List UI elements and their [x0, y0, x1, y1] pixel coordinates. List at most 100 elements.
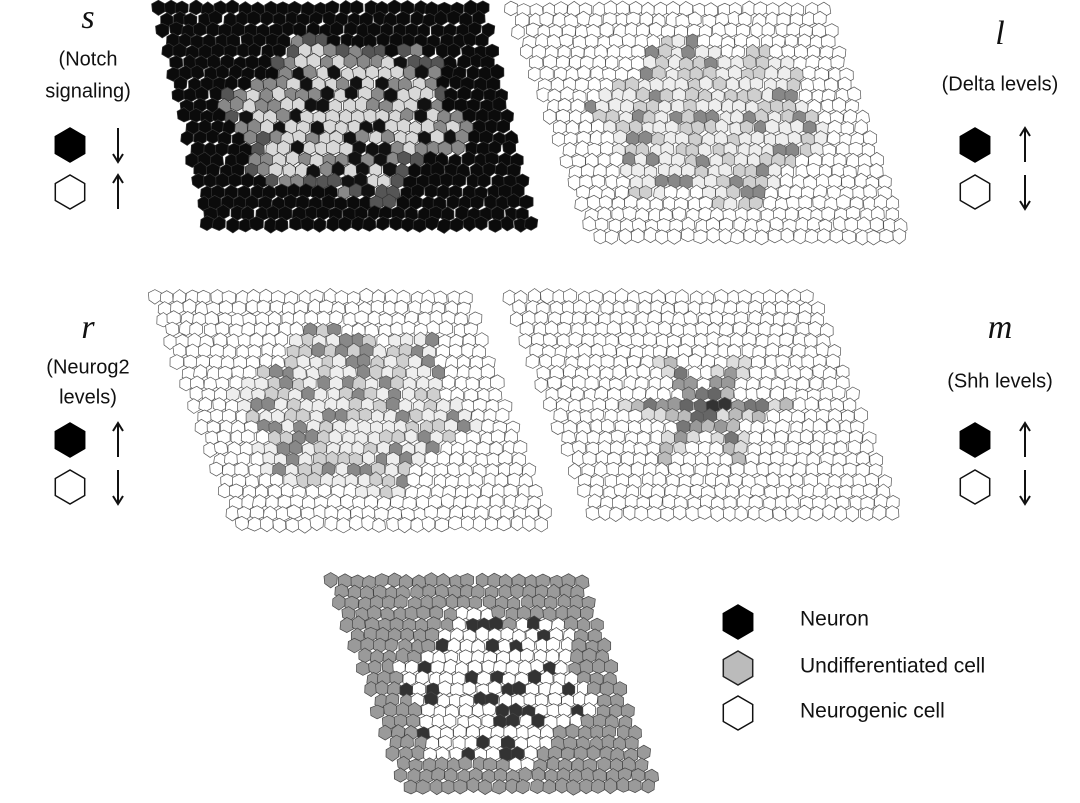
legend-hexagon	[723, 651, 752, 685]
cell	[734, 387, 747, 402]
cell	[181, 131, 194, 146]
cell	[628, 779, 641, 793]
cell	[426, 216, 439, 230]
cell	[648, 507, 661, 521]
cell	[537, 366, 550, 380]
cell	[715, 131, 728, 146]
cell	[273, 44, 286, 58]
cell	[398, 517, 412, 532]
cell	[479, 130, 492, 144]
cell	[386, 397, 399, 412]
cell	[822, 207, 835, 222]
cell	[359, 408, 372, 422]
cell	[447, 11, 461, 25]
panel-description: (Notch	[59, 48, 118, 70]
cell	[241, 430, 254, 444]
legend-label: Undifferentiated cell	[800, 655, 985, 678]
cell	[810, 506, 823, 521]
cell	[623, 506, 636, 521]
cell	[719, 229, 732, 244]
cell	[286, 518, 299, 532]
cell	[587, 195, 600, 210]
legend-hexagon	[55, 470, 84, 504]
cell	[546, 649, 559, 664]
panel-symbol: s	[81, 0, 94, 36]
cell	[714, 420, 727, 434]
cell	[560, 34, 574, 48]
cell	[519, 334, 532, 349]
cell	[426, 332, 439, 348]
cell	[438, 681, 451, 696]
cell	[454, 780, 467, 794]
panel-symbol: m	[988, 309, 1013, 346]
cell	[708, 387, 721, 402]
cell	[601, 142, 614, 156]
cell	[318, 484, 330, 498]
cell	[370, 131, 383, 145]
panel-description: signaling)	[45, 80, 131, 102]
cell	[350, 0, 363, 15]
cell	[786, 507, 799, 522]
cell	[541, 289, 554, 304]
arrow	[113, 470, 123, 504]
cell	[402, 321, 415, 335]
cell	[360, 288, 373, 303]
cell	[435, 518, 448, 532]
cell	[357, 661, 370, 675]
cell	[832, 386, 845, 400]
cell	[470, 196, 483, 210]
panel-symbol: l	[995, 15, 1004, 52]
cell	[486, 639, 499, 654]
cell	[442, 780, 455, 794]
cell	[765, 119, 779, 134]
legend-hexagon	[55, 128, 84, 162]
arrow	[113, 423, 123, 457]
cell	[788, 289, 801, 303]
cell	[776, 365, 789, 379]
cell	[482, 714, 495, 728]
cell	[226, 0, 239, 15]
cell	[556, 55, 569, 69]
cell	[759, 507, 773, 521]
legend-hexagon	[960, 128, 989, 162]
cell	[355, 311, 368, 325]
cell	[361, 184, 375, 199]
cell	[431, 779, 444, 795]
cell	[749, 196, 763, 210]
cell	[166, 322, 179, 336]
cell	[842, 230, 855, 244]
cell	[543, 109, 556, 124]
legend-hexagon	[55, 175, 84, 209]
cell	[621, 163, 633, 177]
cell	[751, 131, 764, 145]
cell	[250, 217, 264, 231]
panel-description: levels)	[59, 386, 117, 408]
cell	[623, 207, 637, 221]
panel-description: (Delta levels)	[942, 73, 1059, 95]
cell	[723, 506, 736, 521]
cell	[704, 174, 718, 188]
cell	[405, 660, 418, 674]
cell	[805, 229, 818, 243]
legend-hexagon	[960, 175, 989, 209]
cell	[748, 88, 762, 103]
cell	[830, 229, 843, 243]
cell-tilings	[148, 0, 907, 795]
cell	[416, 780, 429, 795]
cell	[448, 516, 461, 530]
cell	[873, 505, 886, 521]
cell	[593, 714, 606, 728]
cell	[677, 484, 691, 498]
arrow	[1020, 128, 1030, 162]
cell	[425, 184, 438, 198]
cell	[812, 23, 825, 38]
cell	[489, 388, 502, 402]
cell	[273, 518, 286, 532]
cell	[170, 355, 184, 370]
cell	[348, 638, 361, 653]
cell-tiling	[503, 289, 899, 522]
cell	[535, 517, 548, 532]
cell-tiling	[148, 288, 551, 533]
cell	[860, 507, 873, 521]
cell	[605, 230, 618, 244]
